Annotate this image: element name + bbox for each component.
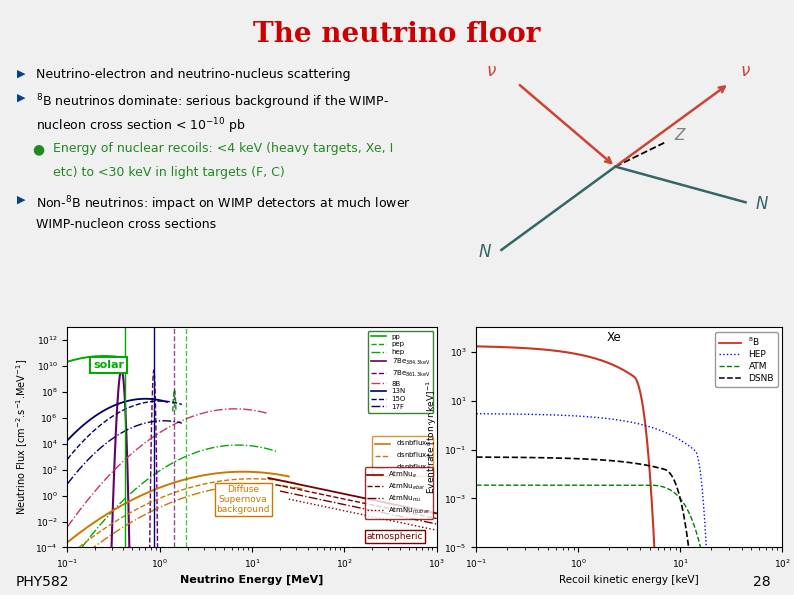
HEP <box>612 416 622 424</box>
Text: Non-$^8$B neutrinos: impact on WIMP detectors at much lower: Non-$^8$B neutrinos: impact on WIMP dete… <box>36 195 410 214</box>
Text: Neutrino-electron and neutrino-nucleus scattering: Neutrino-electron and neutrino-nucleus s… <box>36 68 350 82</box>
DSNB <box>612 458 622 465</box>
Text: The neutrino floor: The neutrino floor <box>253 21 541 48</box>
ATM <box>620 481 630 488</box>
HEP <box>620 418 630 425</box>
Text: Energy of nuclear recoils: <4 keV (heavy targets, Xe, I: Energy of nuclear recoils: <4 keV (heavy… <box>53 142 394 155</box>
Text: $^8$B neutrinos dominate: serious background if the WIMP-: $^8$B neutrinos dominate: serious backgr… <box>36 92 388 112</box>
Text: PHY582: PHY582 <box>16 575 69 589</box>
Text: WIMP-nucleon cross sections: WIMP-nucleon cross sections <box>36 218 216 231</box>
Title: Xe: Xe <box>607 331 622 344</box>
HEP <box>472 410 481 417</box>
Text: ▶: ▶ <box>17 68 26 79</box>
Text: $\nu$: $\nu$ <box>740 62 751 80</box>
Y-axis label: Event rate [ton$\cdot$yr$\cdot$keV]$^{-1}$: Event rate [ton$\cdot$yr$\cdot$keV]$^{-1… <box>425 380 439 494</box>
Line: ATM: ATM <box>476 485 782 595</box>
HEP <box>488 410 497 417</box>
ATM <box>612 481 622 488</box>
Line: HEP: HEP <box>476 414 782 595</box>
Legend: AtmNu$_e$, AtmNu$_{ebar}$, AtmNu$_{mu}$, AtmNu$_{mubar}$: AtmNu$_e$, AtmNu$_{ebar}$, AtmNu$_{mu}$,… <box>364 467 434 519</box>
Text: Diffuse
Supernova
background: Diffuse Supernova background <box>217 484 270 515</box>
DSNB <box>472 453 481 461</box>
Text: N: N <box>756 195 768 214</box>
DSNB <box>488 453 497 461</box>
Text: etc) to <30 keV in light targets (F, C): etc) to <30 keV in light targets (F, C) <box>53 166 285 179</box>
Text: atmospheric: atmospheric <box>366 532 423 541</box>
Legend: $^8$B, HEP, ATM, DSNB: $^8$B, HEP, ATM, DSNB <box>715 332 777 387</box>
Text: 28: 28 <box>753 575 770 589</box>
DSNB <box>620 458 630 465</box>
$^8$B <box>472 343 481 350</box>
$^8$B <box>612 363 622 370</box>
Text: ▶: ▶ <box>17 92 26 102</box>
X-axis label: Recoil kinetic energy [keV]: Recoil kinetic energy [keV] <box>559 575 700 585</box>
X-axis label: Neutrino Energy [MeV]: Neutrino Energy [MeV] <box>180 575 324 585</box>
Line: DSNB: DSNB <box>476 457 782 595</box>
Text: nucleon cross section < 10$^{-10}$ pb: nucleon cross section < 10$^{-10}$ pb <box>36 116 245 136</box>
Text: $\nu$: $\nu$ <box>486 62 497 80</box>
Text: ●: ● <box>32 142 44 156</box>
$^8$B <box>620 367 630 374</box>
Line: $^8$B: $^8$B <box>476 346 782 595</box>
$^8$B <box>488 343 497 350</box>
ATM <box>488 481 497 488</box>
Text: Z: Z <box>674 129 684 143</box>
Text: N: N <box>479 243 491 261</box>
ATM <box>472 481 481 488</box>
Text: solar: solar <box>93 360 125 370</box>
Y-axis label: Neutrino Flux [cm$^{-2}$.s$^{-1}$.MeV$^{-1}$]: Neutrino Flux [cm$^{-2}$.s$^{-1}$.MeV$^{… <box>14 359 29 515</box>
Text: ▶: ▶ <box>17 195 26 205</box>
